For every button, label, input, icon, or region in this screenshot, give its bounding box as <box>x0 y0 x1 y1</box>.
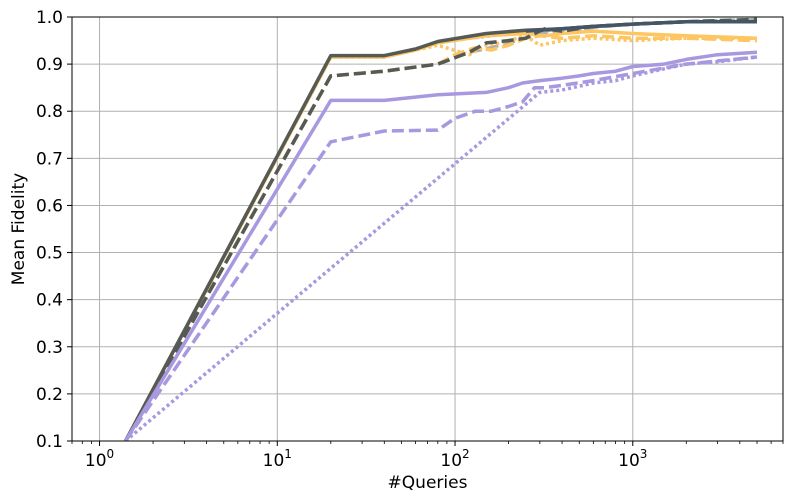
y-tick-label: 0.5 <box>36 244 63 264</box>
series-line-7 <box>525 19 757 33</box>
x-tick-label: 102 <box>440 447 469 471</box>
y-tick-label: 0.3 <box>36 338 63 358</box>
series-line-8 <box>124 55 758 441</box>
y-tick-label: 0.7 <box>36 149 63 169</box>
series-line-9 <box>124 55 758 441</box>
y-tick-label: 0.6 <box>36 196 63 216</box>
y-tick-label: 1.0 <box>36 8 63 28</box>
series-lines <box>123 17 758 441</box>
x-tick-label: 100 <box>85 447 114 471</box>
series-line-1 <box>123 17 758 441</box>
y-tick-label: 0.8 <box>36 102 63 122</box>
y-tick-label: 0.9 <box>36 55 63 75</box>
grid <box>72 16 783 442</box>
series-line-0 <box>123 17 758 441</box>
y-tick-label: 0.1 <box>36 432 63 452</box>
series-line-4 <box>123 29 758 441</box>
series-line-2 <box>123 34 757 441</box>
y-tick-label: 0.4 <box>36 291 63 311</box>
series-line-10 <box>124 50 758 441</box>
series-line-3 <box>123 34 758 441</box>
x-tick-label: 103 <box>618 447 647 471</box>
x-tick-label: 101 <box>263 447 292 471</box>
series-line-5 <box>123 17 758 441</box>
y-tick-label: 0.2 <box>36 385 63 405</box>
plot-frame <box>71 16 784 442</box>
x-axis-label: #Queries <box>388 473 468 493</box>
ticks: 0.1 0.2 0.3 0.4 0.5 0.6 0.7 0.8 0.9 1.0 100 101 102 1… <box>36 8 784 471</box>
series-line-6 <box>123 19 757 441</box>
y-axis-label: Mean Fidelity <box>9 173 29 285</box>
